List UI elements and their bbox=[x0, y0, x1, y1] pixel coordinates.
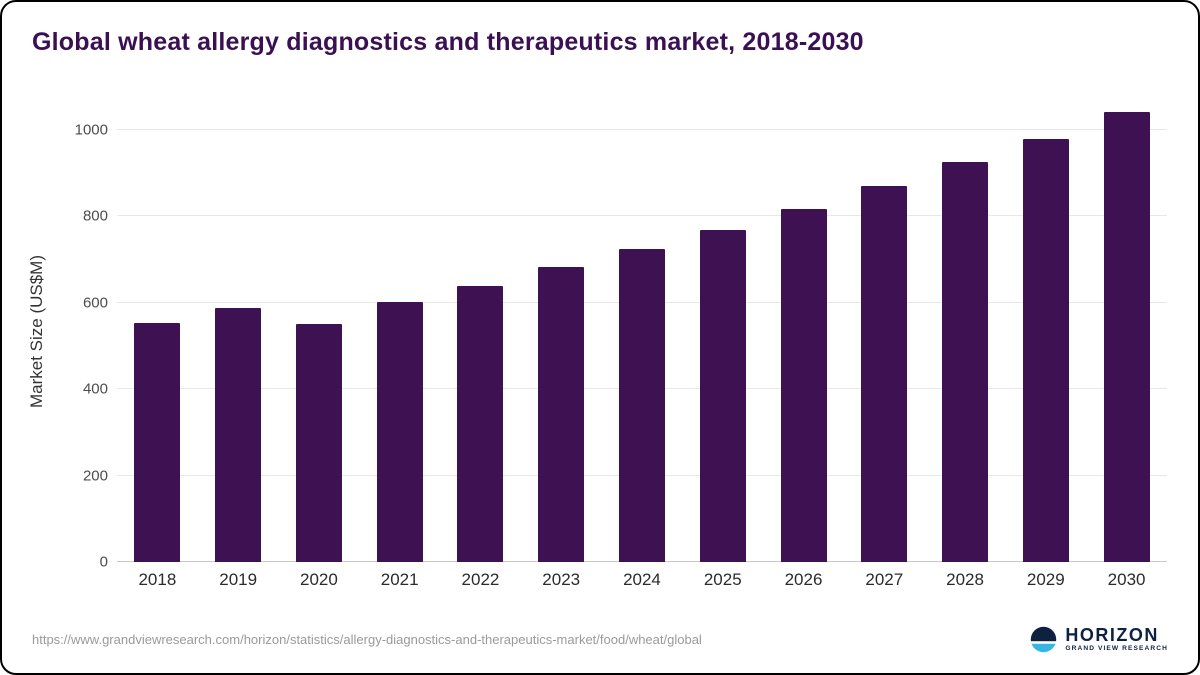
y-tick-label: 800 bbox=[82, 207, 108, 225]
gridline bbox=[117, 129, 1167, 131]
brand-tagline: GRAND VIEW RESEARCH bbox=[1065, 645, 1168, 653]
source-url: https://www.grandviewresearch.com/horizo… bbox=[32, 632, 702, 647]
bar-slot bbox=[844, 102, 925, 562]
y-tick-label: 1000 bbox=[74, 121, 108, 139]
bar-slot bbox=[117, 102, 198, 562]
x-tick-label: 2018 bbox=[138, 570, 177, 589]
x-tick-label: 2027 bbox=[865, 570, 904, 589]
bar bbox=[942, 162, 989, 562]
bar bbox=[538, 267, 585, 562]
x-tick-label: 2022 bbox=[461, 570, 500, 589]
bar-slot bbox=[440, 102, 521, 562]
bar-slot bbox=[279, 102, 360, 562]
x-tick-label: 2019 bbox=[219, 570, 258, 589]
bar bbox=[618, 248, 665, 562]
bar bbox=[376, 302, 423, 562]
chart-title: Global wheat allergy diagnostics and the… bbox=[32, 28, 864, 56]
bar bbox=[1103, 111, 1150, 562]
bar bbox=[215, 308, 262, 562]
y-axis-tick-labels: 0 200 400 600 800 1000 bbox=[60, 102, 108, 571]
plot-area bbox=[117, 102, 1167, 562]
bar bbox=[134, 323, 181, 562]
bar-slot bbox=[1086, 102, 1167, 562]
x-tick-label: 2026 bbox=[784, 570, 823, 589]
bar bbox=[699, 229, 746, 562]
brand-logo: HORIZON GRAND VIEW RESEARCH bbox=[1030, 626, 1168, 653]
bar-slot bbox=[1005, 102, 1086, 562]
x-tick-label: 2030 bbox=[1107, 570, 1146, 589]
bar bbox=[780, 208, 827, 562]
horizon-logo-icon bbox=[1031, 626, 1057, 653]
y-tick-label: 400 bbox=[82, 380, 108, 398]
y-tick-label: 600 bbox=[82, 294, 108, 312]
bar-slot bbox=[763, 102, 844, 562]
y-tick-label: 0 bbox=[99, 553, 108, 571]
y-tick-label: 200 bbox=[82, 467, 108, 485]
bar-series bbox=[117, 102, 1167, 562]
x-tick-label: 2021 bbox=[380, 570, 419, 589]
bar-slot bbox=[198, 102, 279, 562]
bar-slot bbox=[682, 102, 763, 562]
y-axis-title: Market Size (US$M) bbox=[27, 255, 46, 409]
gridline bbox=[117, 215, 1167, 217]
brand-name: HORIZON bbox=[1065, 625, 1159, 646]
x-tick-label: 2024 bbox=[623, 570, 661, 589]
x-tick-label: 2023 bbox=[542, 570, 581, 589]
x-tick-label: 2025 bbox=[703, 570, 742, 589]
x-tick-label: 2029 bbox=[1026, 570, 1065, 589]
bar bbox=[1022, 138, 1069, 562]
brand-text: HORIZON GRAND VIEW RESEARCH bbox=[1065, 626, 1168, 653]
x-tick-label: 2020 bbox=[300, 570, 338, 589]
bar bbox=[295, 324, 342, 562]
bar bbox=[861, 186, 908, 562]
bar-slot bbox=[602, 102, 683, 562]
bar-slot bbox=[359, 102, 440, 562]
bar-slot bbox=[521, 102, 602, 562]
bar bbox=[457, 285, 504, 562]
bar-slot bbox=[925, 102, 1006, 562]
x-tick-label: 2028 bbox=[946, 570, 984, 589]
x-axis-tick-labels: 2018 2019 2020 2021 2022 2023 2024 2025 2026 2027… bbox=[117, 570, 1167, 590]
